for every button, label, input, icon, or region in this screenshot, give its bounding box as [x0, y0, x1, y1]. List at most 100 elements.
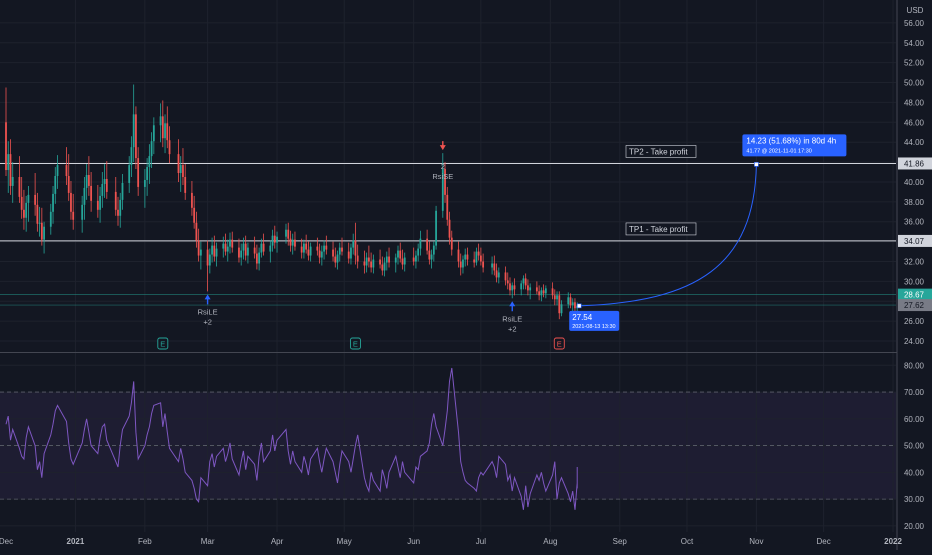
- candle-up: [352, 240, 355, 248]
- candle-down: [347, 251, 350, 259]
- candle-up: [132, 114, 135, 148]
- date-tick-label: 2021: [67, 537, 85, 546]
- candle-up: [27, 194, 30, 203]
- candle-up: [208, 254, 211, 266]
- candle-up: [52, 193, 54, 212]
- candle-down: [244, 243, 247, 256]
- earnings-icon[interactable]: [553, 337, 565, 350]
- rsi-tick-label: 30.00: [904, 495, 925, 504]
- candle-up: [159, 116, 162, 126]
- candle-up: [164, 123, 166, 139]
- take-profit-label-box: [625, 222, 697, 236]
- candle-down: [367, 257, 370, 262]
- candle-up: [383, 262, 386, 271]
- candle-up: [38, 222, 41, 224]
- projection-start-time: 2021-08-13 13:30: [572, 324, 615, 330]
- candle-down: [287, 229, 290, 239]
- date-tick-label: Feb: [138, 537, 152, 546]
- projection-end-tooltip: [742, 134, 847, 157]
- candle-down: [300, 246, 303, 253]
- candle-up: [464, 254, 467, 260]
- candle-down: [193, 207, 196, 223]
- candle-up: [432, 245, 435, 255]
- candle-up: [240, 250, 243, 258]
- price-badge: [898, 288, 932, 301]
- candle-down: [36, 204, 39, 224]
- candle-down: [509, 283, 511, 291]
- candle-down: [363, 261, 366, 266]
- candle-up: [511, 285, 514, 291]
- candle-up: [179, 165, 182, 174]
- candle-down: [504, 272, 507, 281]
- candle-down: [191, 192, 193, 208]
- date-tick-label: Mar: [201, 537, 215, 546]
- candle-down: [184, 176, 187, 193]
- candle-down: [197, 240, 200, 256]
- date-tick-label: 2022: [884, 537, 902, 546]
- candle-up: [43, 226, 45, 240]
- candle-up: [83, 187, 86, 205]
- candle-up: [25, 202, 28, 218]
- price-badge: [898, 234, 932, 247]
- candle-up: [143, 179, 146, 187]
- price-tick-label: 54.00: [904, 39, 925, 48]
- candle-up: [269, 245, 272, 252]
- candle-down: [513, 285, 516, 290]
- price-tick-label: 24.00: [904, 337, 925, 346]
- candle-down: [381, 264, 384, 271]
- candle-down: [482, 261, 485, 268]
- candle-down: [479, 255, 482, 262]
- candle-up: [152, 125, 155, 142]
- currency-label[interactable]: USD: [907, 6, 924, 15]
- price-badge-value: 27.62: [904, 301, 925, 310]
- candle-up: [285, 229, 287, 237]
- candle-up: [260, 243, 263, 253]
- candle-down: [341, 247, 343, 252]
- candle-up: [121, 182, 124, 200]
- candle-down: [137, 158, 140, 187]
- candle-down: [426, 238, 429, 251]
- signal-label: RsiLE: [198, 307, 218, 316]
- price-badge-value: 28.67: [904, 291, 925, 300]
- candle-down: [412, 257, 415, 262]
- candle-down: [273, 235, 276, 243]
- rsi-line: [5, 367, 578, 510]
- candle-down: [40, 222, 43, 240]
- candle-down: [168, 140, 171, 155]
- candle-down: [294, 239, 296, 247]
- earnings-icon[interactable]: [157, 337, 169, 350]
- candle-down: [370, 261, 373, 268]
- candle-up: [394, 257, 397, 263]
- candle-up: [397, 250, 399, 258]
- earnings-label: E: [353, 340, 358, 349]
- projection-summary: 14.23 (51.68%) in 80d 4h: [746, 136, 836, 145]
- candle-up: [323, 245, 325, 252]
- candle-up: [441, 169, 444, 211]
- price-tick-label: 30.00: [904, 277, 925, 286]
- candle-up: [350, 247, 352, 259]
- earnings-icon[interactable]: [349, 337, 361, 350]
- candle-up: [211, 245, 213, 255]
- candle-up: [497, 272, 500, 278]
- candle-down: [23, 209, 25, 218]
- candle-down: [542, 290, 545, 294]
- projection-start-handle[interactable]: [576, 303, 582, 309]
- candle-up: [303, 243, 305, 253]
- date-tick-label: Dec: [0, 537, 13, 546]
- candle-up: [276, 236, 278, 243]
- candle-down: [388, 256, 390, 263]
- candle-up: [128, 165, 131, 183]
- candle-down: [262, 243, 265, 252]
- candle-down: [356, 255, 359, 262]
- candle-down: [231, 239, 234, 248]
- candle-down: [477, 251, 480, 256]
- candle-up: [522, 278, 525, 284]
- candle-down: [399, 250, 402, 259]
- candle-down: [224, 243, 227, 252]
- candle-up: [229, 239, 231, 247]
- candle-down: [506, 280, 509, 284]
- projection-end-handle[interactable]: [754, 162, 759, 167]
- candle-down: [307, 249, 310, 256]
